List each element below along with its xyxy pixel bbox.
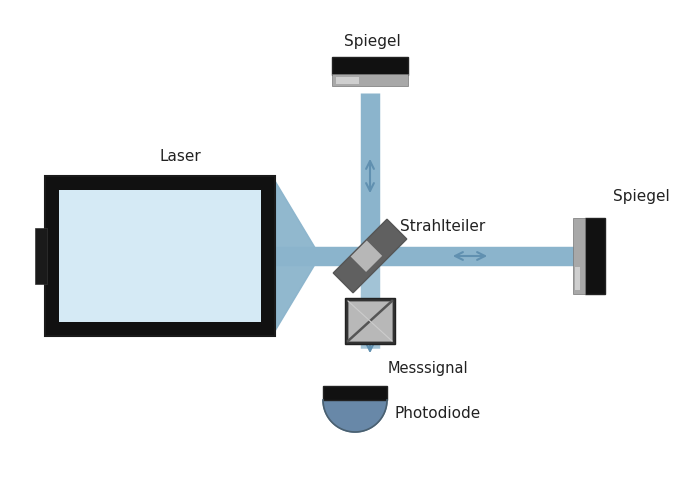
Bar: [336, 77, 359, 84]
Text: Spiegel: Spiegel: [344, 34, 400, 49]
Bar: [323, 386, 387, 400]
Polygon shape: [350, 240, 382, 272]
Text: Messsignal: Messsignal: [388, 361, 468, 375]
Bar: [575, 267, 580, 290]
Bar: [332, 74, 408, 86]
Bar: [35, 228, 47, 284]
Polygon shape: [323, 400, 387, 432]
Bar: [332, 57, 408, 75]
Bar: [45, 176, 275, 336]
Polygon shape: [359, 245, 381, 267]
Text: Spiegel: Spiegel: [613, 189, 670, 204]
Text: Laser: Laser: [159, 149, 201, 164]
Polygon shape: [350, 236, 390, 276]
Polygon shape: [275, 181, 320, 331]
Text: Strahlteiler: Strahlteiler: [400, 219, 485, 234]
Bar: [585, 218, 605, 294]
Text: Photodiode: Photodiode: [395, 407, 482, 422]
Bar: [59, 190, 261, 322]
Bar: [348, 301, 392, 341]
Bar: [345, 298, 395, 344]
Polygon shape: [341, 227, 400, 285]
Polygon shape: [333, 219, 407, 293]
Bar: [573, 218, 585, 294]
